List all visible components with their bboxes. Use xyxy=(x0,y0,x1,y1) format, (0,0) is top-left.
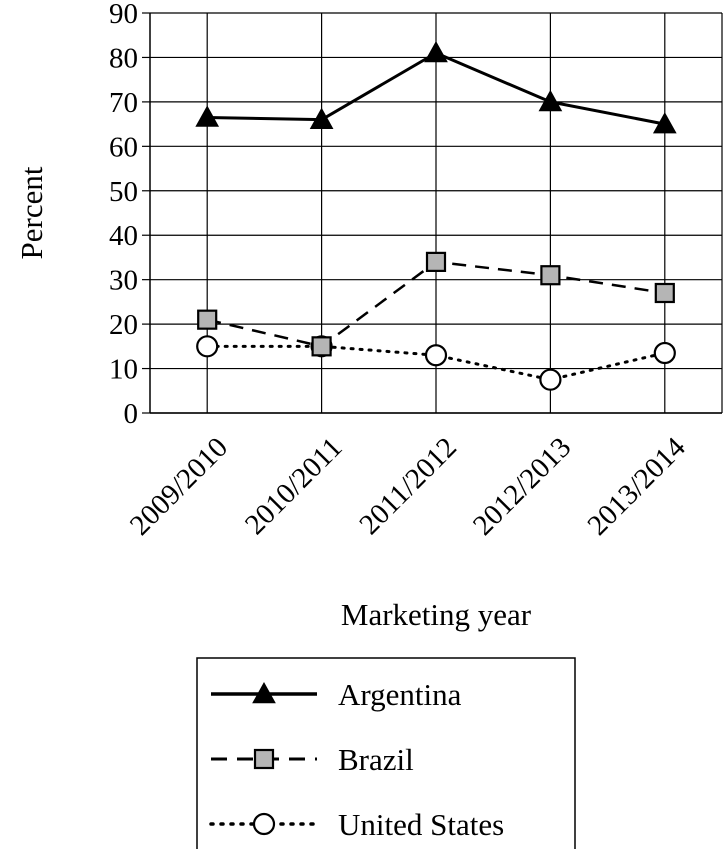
legend-label-argentina: Argentina xyxy=(338,677,462,712)
x-tick-label: 2013/2014 xyxy=(581,431,692,542)
series-argentina xyxy=(195,40,677,134)
data-point-united-states xyxy=(196,335,219,358)
x-axis: 2009/2010 2010/2011 2011/2012 2012/2013 2013… xyxy=(124,431,692,542)
data-point-brazil xyxy=(197,309,218,330)
y-axis: 0 10 20 30 40 50 60 70 80 90 xyxy=(109,0,150,430)
series-brazil xyxy=(197,251,675,357)
series xyxy=(195,40,677,391)
legend-item-united-states: United States xyxy=(209,807,504,842)
data-point-argentina xyxy=(309,107,334,129)
data-point-united-states xyxy=(653,341,676,365)
legend-label-united-states: United States xyxy=(338,807,504,842)
data-point-argentina xyxy=(538,89,563,112)
legend-item-argentina: Argentina xyxy=(211,677,462,712)
y-tick-label: 30 xyxy=(109,265,138,297)
data-point-brazil xyxy=(654,282,675,304)
y-tick-label: 80 xyxy=(109,42,138,74)
data-point-argentina xyxy=(652,112,677,134)
data-point-argentina xyxy=(195,105,220,127)
data-point-brazil xyxy=(311,336,332,357)
legend-label-brazil: Brazil xyxy=(338,742,414,777)
grid xyxy=(149,12,723,414)
data-point-argentina xyxy=(424,40,448,63)
data-point-united-states xyxy=(424,344,448,367)
y-tick-label: 90 xyxy=(109,0,138,30)
legend-marker-united-states xyxy=(252,812,276,836)
data-point-brazil xyxy=(540,265,561,286)
legend: Argentina Brazil United States xyxy=(196,657,576,849)
legend-marker-brazil xyxy=(253,748,275,770)
data-point-brazil xyxy=(425,251,447,272)
data-point-united-states xyxy=(539,368,562,391)
y-tick-label: 0 xyxy=(124,398,139,430)
x-tick-label: 2011/2012 xyxy=(353,431,463,541)
legend-marker-argentina xyxy=(252,681,276,704)
x-tick-label: 2009/2010 xyxy=(124,431,234,541)
x-tick-label: 2010/2011 xyxy=(239,431,349,541)
y-tick-label: 70 xyxy=(109,87,138,119)
y-tick-label: 10 xyxy=(109,354,138,386)
x-tick-label: 2012/2013 xyxy=(467,431,577,541)
x-axis-title: Marketing year xyxy=(341,597,532,632)
y-tick-label: 50 xyxy=(109,176,138,208)
y-tick-label: 60 xyxy=(109,131,138,163)
y-axis-title: Percent xyxy=(14,166,49,259)
y-tick-label: 20 xyxy=(109,309,138,341)
y-tick-label: 40 xyxy=(109,220,138,252)
legend-item-brazil: Brazil xyxy=(211,742,414,777)
